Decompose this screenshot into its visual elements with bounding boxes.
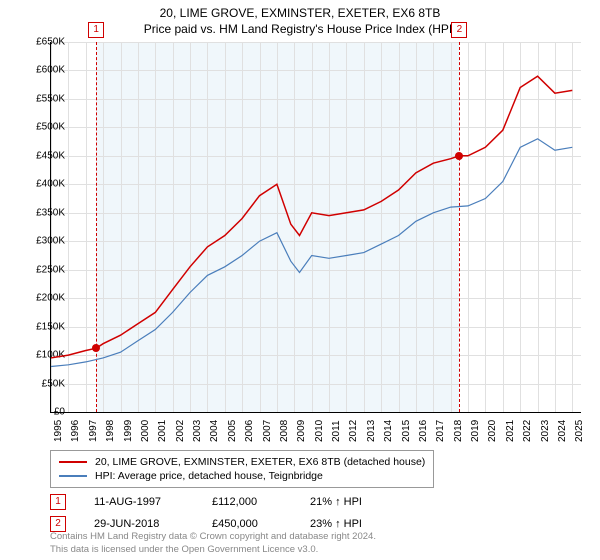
x-axis-label: 1995 xyxy=(53,420,64,442)
chart-lines-svg xyxy=(51,42,581,412)
x-axis-label: 2002 xyxy=(175,420,186,442)
x-axis-label: 1998 xyxy=(105,420,116,442)
x-axis-label: 2005 xyxy=(227,420,238,442)
x-axis-label: 2021 xyxy=(505,420,516,442)
sale-pct: 23% ↑ HPI xyxy=(310,518,362,530)
series-line xyxy=(51,76,572,358)
chart-title: 20, LIME GROVE, EXMINSTER, EXETER, EX6 8… xyxy=(0,0,600,20)
sale-row: 1 11-AUG-1997 £112,000 21% ↑ HPI xyxy=(50,494,550,510)
x-axis-label: 2000 xyxy=(140,420,151,442)
sale-date: 11-AUG-1997 xyxy=(94,496,184,508)
sale-price: £112,000 xyxy=(212,496,282,508)
chart-plot-area: 12 xyxy=(50,42,581,413)
legend-swatch xyxy=(59,475,87,477)
x-axis-label: 2001 xyxy=(157,420,168,442)
sale-row: 2 29-JUN-2018 £450,000 23% ↑ HPI xyxy=(50,516,550,532)
x-axis-label: 2018 xyxy=(453,420,464,442)
series-line xyxy=(51,139,572,367)
footer-attribution: Contains HM Land Registry data © Crown c… xyxy=(50,531,376,556)
sale-pct: 21% ↑ HPI xyxy=(310,496,362,508)
x-axis-label: 2020 xyxy=(487,420,498,442)
sale-marker-box: 1 xyxy=(88,22,104,38)
x-axis-label: 2003 xyxy=(192,420,203,442)
x-axis-label: 2013 xyxy=(366,420,377,442)
x-axis-label: 1996 xyxy=(70,420,81,442)
sale-date: 29-JUN-2018 xyxy=(94,518,184,530)
x-axis-label: 2016 xyxy=(418,420,429,442)
sales-list: 1 11-AUG-1997 £112,000 21% ↑ HPI 2 29-JUN-201… xyxy=(50,494,550,532)
footer-line2: This data is licensed under the Open Gov… xyxy=(50,544,376,556)
x-axis-label: 2019 xyxy=(470,420,481,442)
sale-price: £450,000 xyxy=(212,518,282,530)
x-axis-label: 2007 xyxy=(262,420,273,442)
legend-label: 20, LIME GROVE, EXMINSTER, EXETER, EX6 8… xyxy=(95,456,425,468)
x-axis-label: 2025 xyxy=(574,420,585,442)
legend-box: 20, LIME GROVE, EXMINSTER, EXETER, EX6 8… xyxy=(50,450,434,488)
legend-row: 20, LIME GROVE, EXMINSTER, EXETER, EX6 8… xyxy=(59,455,425,469)
footer-line1: Contains HM Land Registry data © Crown c… xyxy=(50,531,376,543)
sale-marker-key: 2 xyxy=(50,516,66,532)
legend-row: HPI: Average price, detached house, Teig… xyxy=(59,469,425,483)
x-axis-label: 2023 xyxy=(540,420,551,442)
legend-area: 20, LIME GROVE, EXMINSTER, EXETER, EX6 8… xyxy=(50,450,550,532)
chart-container: 20, LIME GROVE, EXMINSTER, EXETER, EX6 8… xyxy=(0,0,600,560)
x-axis-label: 2024 xyxy=(557,420,568,442)
x-axis-label: 2017 xyxy=(435,420,446,442)
x-axis-label: 2022 xyxy=(522,420,533,442)
x-axis-label: 2004 xyxy=(209,420,220,442)
x-axis-label: 2011 xyxy=(331,420,342,442)
legend-label: HPI: Average price, detached house, Teig… xyxy=(95,470,323,482)
x-axis-label: 2008 xyxy=(279,420,290,442)
sale-marker-key: 1 xyxy=(50,494,66,510)
x-axis-label: 2009 xyxy=(296,420,307,442)
sale-marker-dot xyxy=(92,344,100,352)
x-axis-label: 2015 xyxy=(401,420,412,442)
x-axis-label: 1999 xyxy=(123,420,134,442)
sale-marker-box: 2 xyxy=(451,22,467,38)
legend-swatch xyxy=(59,461,87,463)
x-axis-label: 2010 xyxy=(314,420,325,442)
x-axis-label: 2014 xyxy=(383,420,394,442)
x-axis-label: 2012 xyxy=(348,420,359,442)
x-axis-label: 1997 xyxy=(88,420,99,442)
x-axis-label: 2006 xyxy=(244,420,255,442)
sale-marker-dot xyxy=(455,152,463,160)
